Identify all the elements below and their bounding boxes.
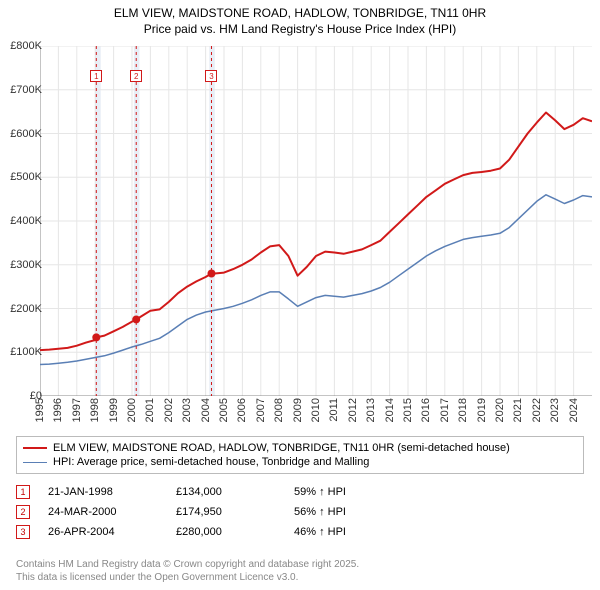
x-tick-label: 1997: [71, 398, 83, 422]
x-tick-label: 2008: [273, 398, 285, 422]
x-tick-label: 1995: [34, 398, 46, 422]
x-tick-label: 2003: [181, 398, 193, 422]
x-tick-label: 2011: [328, 398, 340, 422]
x-tick-label: 2002: [163, 398, 175, 422]
sale-marker-3: 3: [16, 525, 30, 539]
x-tick-label: 2017: [439, 398, 451, 422]
legend-label-subject: ELM VIEW, MAIDSTONE ROAD, HADLOW, TONBRI…: [53, 442, 510, 454]
x-tick-label: 2016: [420, 398, 432, 422]
sales-table: 1 21-JAN-1998 £134,000 59% ↑ HPI 2 24-MA…: [16, 482, 584, 542]
sale-delta: 46% ↑ HPI: [294, 526, 346, 538]
x-tick-label: 2010: [310, 398, 322, 422]
x-tick-label: 2023: [549, 398, 561, 422]
y-tick-label: £300K: [10, 259, 42, 271]
x-tick-label: 2020: [494, 398, 506, 422]
y-tick-label: £700K: [10, 84, 42, 96]
sale-delta: 56% ↑ HPI: [294, 506, 346, 518]
y-tick-label: £800K: [10, 40, 42, 52]
x-tick-label: 2021: [512, 398, 524, 422]
x-tick-label: 2004: [200, 398, 212, 422]
sales-row: 2 24-MAR-2000 £174,950 56% ↑ HPI: [16, 502, 584, 522]
y-tick-label: £500K: [10, 171, 42, 183]
sale-date: 21-JAN-1998: [48, 486, 158, 498]
y-tick-label: £600K: [10, 128, 42, 140]
attribution-line-1: Contains HM Land Registry data © Crown c…: [16, 559, 584, 572]
x-tick-label: 1996: [52, 398, 64, 422]
x-tick-label: 2009: [292, 398, 304, 422]
sale-price: £280,000: [176, 526, 276, 538]
sale-marker-2: 2: [16, 505, 30, 519]
legend-swatch-subject: [23, 447, 47, 449]
x-tick-label: 2019: [476, 398, 488, 422]
y-tick-label: £100K: [10, 346, 42, 358]
price-chart: [40, 46, 592, 396]
x-tick-label: 1999: [108, 398, 120, 422]
event-marker-2: 2: [130, 70, 142, 82]
chart-svg: [40, 46, 592, 396]
event-marker-1: 1: [90, 70, 102, 82]
legend-row-hpi: HPI: Average price, semi-detached house,…: [23, 455, 577, 469]
x-tick-label: 2006: [236, 398, 248, 422]
attribution: Contains HM Land Registry data © Crown c…: [16, 559, 584, 584]
x-tick-label: 2015: [402, 398, 414, 422]
x-tick-label: 2022: [531, 398, 543, 422]
x-tick-label: 1998: [89, 398, 101, 422]
chart-title-block: ELM VIEW, MAIDSTONE ROAD, HADLOW, TONBRI…: [0, 0, 600, 39]
title-line-1: ELM VIEW, MAIDSTONE ROAD, HADLOW, TONBRI…: [8, 6, 592, 22]
sales-row: 1 21-JAN-1998 £134,000 59% ↑ HPI: [16, 482, 584, 502]
legend-swatch-hpi: [23, 462, 47, 463]
sale-date: 26-APR-2004: [48, 526, 158, 538]
x-tick-label: 2005: [218, 398, 230, 422]
sale-marker-1: 1: [16, 485, 30, 499]
x-tick-label: 2013: [365, 398, 377, 422]
attribution-line-2: This data is licensed under the Open Gov…: [16, 572, 584, 585]
title-line-2: Price paid vs. HM Land Registry's House …: [8, 22, 592, 38]
legend-label-hpi: HPI: Average price, semi-detached house,…: [53, 456, 369, 468]
sale-price: £174,950: [176, 506, 276, 518]
x-tick-label: 2007: [255, 398, 267, 422]
sale-price: £134,000: [176, 486, 276, 498]
y-tick-label: £400K: [10, 215, 42, 227]
event-marker-3: 3: [205, 70, 217, 82]
y-tick-label: £200K: [10, 303, 42, 315]
x-tick-label: 2000: [126, 398, 138, 422]
x-tick-label: 2018: [457, 398, 469, 422]
sale-delta: 59% ↑ HPI: [294, 486, 346, 498]
x-tick-label: 2012: [347, 398, 359, 422]
legend-row-subject: ELM VIEW, MAIDSTONE ROAD, HADLOW, TONBRI…: [23, 441, 577, 455]
sale-date: 24-MAR-2000: [48, 506, 158, 518]
x-tick-label: 2014: [384, 398, 396, 422]
sales-row: 3 26-APR-2004 £280,000 46% ↑ HPI: [16, 522, 584, 542]
x-tick-label: 2024: [568, 398, 580, 422]
legend: ELM VIEW, MAIDSTONE ROAD, HADLOW, TONBRI…: [16, 436, 584, 474]
x-tick-label: 2001: [144, 398, 156, 422]
